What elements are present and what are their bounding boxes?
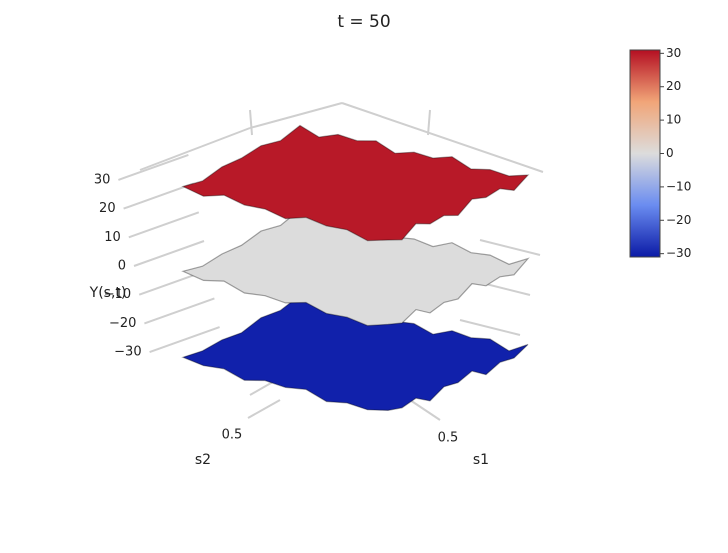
y-tick — [247, 399, 281, 419]
surface — [181, 124, 530, 242]
x-axis-label: s1 — [473, 452, 489, 468]
colorbar-tick-label: 20 — [666, 79, 681, 93]
x-tick — [409, 399, 441, 421]
grid-line — [128, 211, 200, 239]
colorbar-tick-label: −10 — [666, 179, 691, 193]
z-axis-label: Y(s,t) — [89, 285, 127, 301]
colorbar-tick-label: −30 — [666, 246, 691, 260]
grid-line — [123, 182, 194, 210]
z-tick-label: 0 — [118, 259, 126, 274]
grid-line — [144, 297, 215, 325]
z-tick-label: −30 — [114, 345, 141, 360]
colorbar — [629, 49, 661, 258]
colorbar-tick-label: 0 — [666, 146, 674, 160]
z-tick-label: −20 — [109, 316, 136, 331]
grid-line — [149, 326, 220, 354]
colorbar-tick-label: 10 — [666, 113, 681, 127]
back-grid — [139, 102, 544, 401]
chart-title: t = 50 — [337, 12, 390, 32]
x-tick-label: 0.5 — [438, 431, 459, 446]
colorbar-tick-label: 30 — [666, 46, 681, 60]
z-tick-label: −10 — [104, 287, 131, 302]
grid-line — [118, 153, 189, 181]
y-axis-label: s2 — [195, 452, 211, 468]
y-tick-label: 0.5 — [222, 428, 243, 443]
colorbar-tick-label: −20 — [666, 213, 691, 227]
z-tick-label: 20 — [99, 201, 116, 216]
grid-line — [133, 240, 205, 267]
z-tick-label: 30 — [94, 172, 111, 187]
z-tick-label: 10 — [104, 230, 121, 245]
